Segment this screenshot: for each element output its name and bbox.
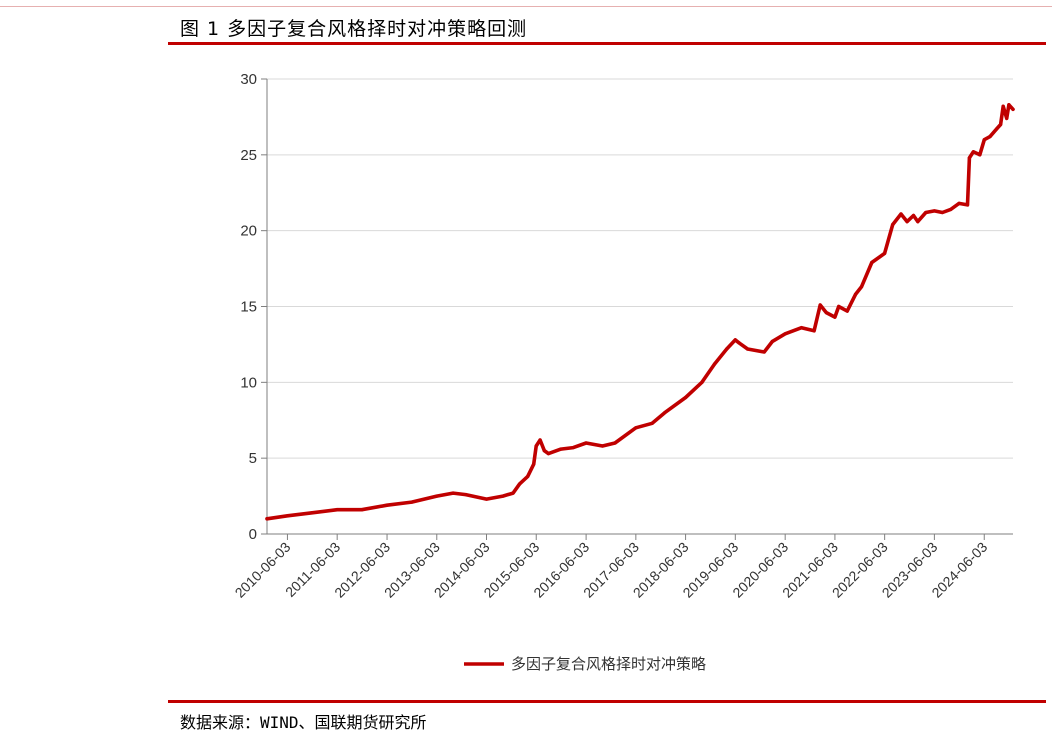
data-point — [1007, 103, 1011, 107]
data-point — [335, 508, 339, 512]
data-point — [916, 219, 920, 224]
data-point — [978, 153, 982, 157]
data-point — [994, 127, 999, 131]
y-tick-labels: 0 5 10 15 20 25 30 — [240, 71, 257, 543]
data-point — [870, 260, 874, 265]
data-point — [891, 223, 895, 227]
data-point — [410, 500, 414, 504]
data-point — [712, 362, 717, 366]
data-point — [824, 310, 828, 315]
gridlines — [267, 78, 1013, 459]
y-tick-label: 20 — [240, 223, 257, 240]
data-point — [265, 517, 269, 521]
data-point — [725, 347, 729, 351]
data-point — [534, 444, 538, 448]
data-point — [613, 441, 617, 445]
data-point — [571, 445, 575, 450]
data-point — [559, 447, 563, 451]
data-point — [546, 452, 551, 456]
legend-label: 多因子复合风格择时对冲策略 — [511, 655, 706, 673]
data-point — [932, 209, 936, 213]
data-point — [853, 292, 858, 296]
y-tick-label: 10 — [240, 374, 257, 391]
top-rule — [0, 6, 1052, 7]
data-point — [783, 332, 787, 336]
data-point — [818, 303, 822, 307]
data-point — [833, 315, 837, 319]
data-point — [650, 421, 654, 425]
source-rule — [168, 700, 1046, 703]
data-point — [899, 212, 903, 216]
data-point — [360, 508, 364, 512]
data-point — [733, 338, 737, 342]
y-tick-label: 25 — [240, 147, 257, 164]
title-rule — [168, 42, 1046, 45]
y-tick-label: 0 — [249, 526, 257, 543]
data-point — [762, 350, 766, 354]
data-point — [310, 511, 314, 515]
data-point — [511, 491, 515, 495]
data-point — [634, 426, 638, 430]
data-point — [385, 503, 389, 507]
y-tick-label: 15 — [240, 299, 257, 316]
data-point — [859, 285, 864, 289]
data-point — [285, 514, 290, 518]
data-point — [949, 207, 953, 212]
data-point — [924, 210, 928, 215]
figure-title: 图 1 多因子复合风格择时对冲策略回测 — [180, 18, 528, 40]
data-point — [1011, 107, 1015, 111]
data-point — [518, 482, 522, 486]
data-point — [1005, 116, 1009, 121]
series-line — [265, 103, 1015, 521]
data-point — [988, 135, 992, 139]
source-note: 数据来源：WIND、国联期货研究所 — [180, 713, 427, 732]
data-point — [971, 150, 975, 154]
data-point — [982, 138, 986, 142]
data-point — [957, 201, 961, 205]
data-point — [883, 251, 887, 256]
x-tick-labels: 2010-06-032011-06-032012-06-032013-06-03… — [232, 539, 991, 601]
data-point — [683, 395, 688, 400]
y-tick-label: 30 — [240, 71, 257, 88]
data-point — [812, 329, 816, 333]
data-point — [435, 494, 439, 498]
data-point — [999, 122, 1003, 127]
data-point — [737, 341, 741, 345]
data-point — [770, 339, 774, 343]
data-point — [663, 411, 667, 415]
data-point — [532, 462, 536, 466]
data-point — [526, 474, 530, 478]
data-point — [799, 326, 804, 330]
data-point — [745, 347, 750, 351]
data-point — [837, 304, 841, 309]
data-point — [845, 309, 849, 313]
data-point — [584, 441, 588, 445]
data-point — [967, 156, 971, 160]
legend: 多因子复合风格择时对冲策略 — [464, 655, 706, 673]
data-point — [484, 497, 489, 501]
data-point — [911, 213, 916, 218]
data-point — [501, 494, 505, 498]
y-tick-label: 5 — [249, 450, 257, 467]
data-point — [700, 380, 704, 384]
axes — [261, 78, 1013, 540]
data-point — [965, 203, 970, 207]
series-layer — [265, 103, 1015, 521]
data-point — [905, 219, 909, 224]
data-point — [538, 438, 542, 442]
data-point — [464, 492, 468, 497]
data-point — [542, 448, 546, 453]
data-point — [1001, 104, 1005, 108]
data-point — [940, 210, 945, 215]
data-point — [451, 491, 455, 495]
data-point — [600, 444, 605, 448]
